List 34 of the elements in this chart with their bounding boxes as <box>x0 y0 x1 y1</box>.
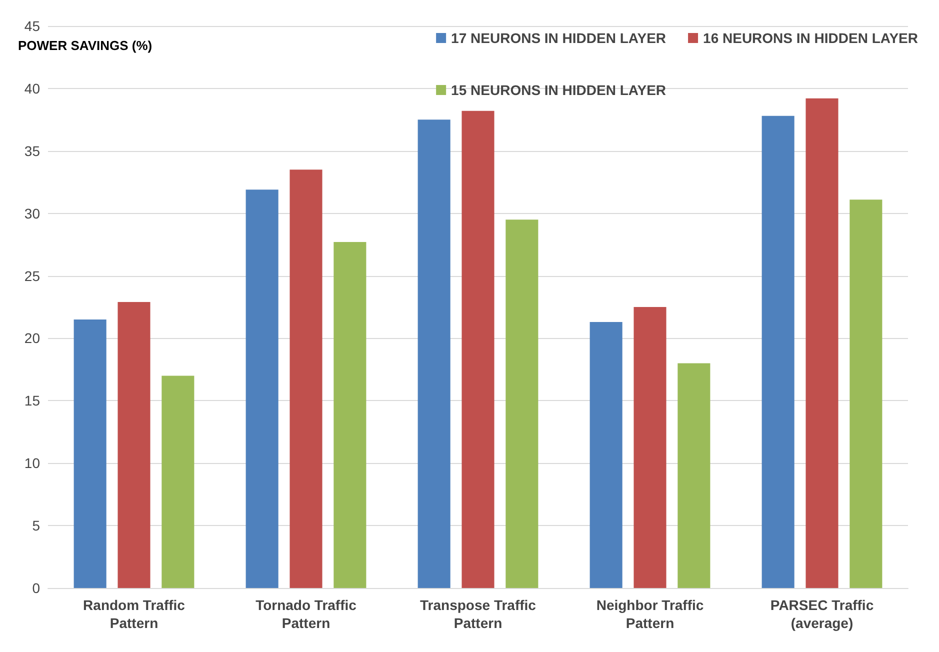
legend-label: 15 NEURONS IN HIDDEN LAYER <box>451 82 666 98</box>
x-tick-label: Transpose Traffic Pattern <box>420 597 536 631</box>
y-tick-label: 40 <box>24 80 40 96</box>
x-tick-label: Tornado Traffic Pattern <box>256 597 357 631</box>
bar <box>590 322 622 588</box>
bar <box>162 376 194 588</box>
x-tick-label: PARSEC Traffic (average) <box>770 597 874 631</box>
bar <box>418 120 450 588</box>
bar <box>334 242 366 588</box>
bar <box>74 319 106 588</box>
legend-label: 16 NEURONS IN HIDDEN LAYER <box>703 30 918 46</box>
y-tick-label: 30 <box>24 205 40 222</box>
x-tick-label: Neighbor Traffic Pattern <box>596 597 704 631</box>
y-axis-title: POWER SAVINGS (%) <box>18 38 152 53</box>
legend-label: 17 NEURONS IN HIDDEN LAYER <box>451 30 666 46</box>
y-tick-label: 20 <box>24 330 40 346</box>
y-tick-label: 10 <box>24 455 40 472</box>
y-tick-label: 15 <box>24 392 40 409</box>
bar <box>118 302 150 588</box>
bar <box>506 220 538 588</box>
y-tick-label: 0 <box>32 580 40 596</box>
y-tick-label: 5 <box>32 518 40 534</box>
y-tick-label: 45 <box>24 18 40 34</box>
bar <box>850 200 882 588</box>
bar <box>762 116 794 588</box>
y-tick-label: 35 <box>24 142 40 159</box>
y-tick-label: 25 <box>24 268 40 284</box>
bar <box>462 110 494 588</box>
bar <box>634 307 666 588</box>
bar <box>246 190 278 588</box>
bar <box>806 98 838 588</box>
bar <box>290 170 322 588</box>
bar <box>678 363 710 588</box>
x-tick-label: Random Traffic Pattern <box>83 597 186 631</box>
